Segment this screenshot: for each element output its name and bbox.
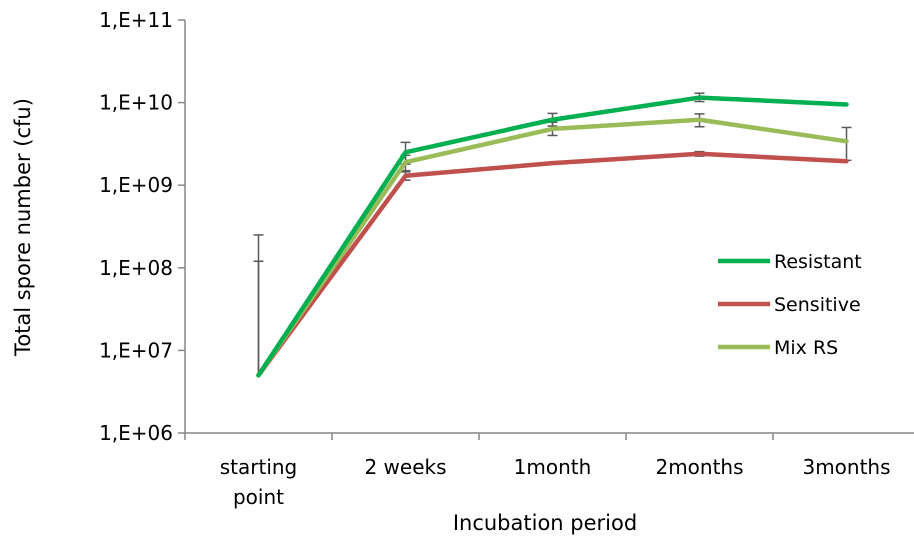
series-line-mix-rs (256, 117, 849, 378)
y-tick-label: 1,E+09 (99, 173, 173, 197)
y-axis-ticks: 1,E+06 1,E+07 1,E+08 1,E+09 1,E+10 1,E+11 (99, 8, 185, 445)
x-tick-label: starting point (220, 455, 298, 509)
x-tick-label: 2months (655, 455, 743, 479)
x-tick-label: 3months (802, 455, 890, 479)
series-line-resistant (256, 95, 849, 378)
legend: Resistant Sensitive Mix RS (718, 251, 862, 359)
series-line-sensitive (256, 151, 849, 378)
series-lines (256, 95, 849, 378)
y-tick-label: 1,E+08 (99, 256, 173, 280)
x-axis-ticks: starting point 2 weeks 1month 2months 3months (184, 433, 891, 509)
y-axis-title: Total spore number (cfu) (11, 98, 35, 357)
y-tick-label: 1,E+06 (99, 421, 173, 445)
legend-label: Sensitive (774, 294, 861, 316)
legend-label: Resistant (774, 251, 862, 273)
y-tick-label: 1,E+11 (99, 8, 173, 32)
legend-label: Mix RS (774, 337, 838, 359)
x-axis-title: Incubation period (453, 511, 637, 535)
error-bars (253, 92, 852, 376)
y-tick-label: 1,E+10 (99, 91, 173, 115)
x-tick-label: 1month (514, 455, 592, 479)
axes (184, 20, 914, 434)
y-tick-label: 1,E+07 (99, 338, 173, 362)
x-tick-label: 2 weeks (364, 455, 446, 479)
